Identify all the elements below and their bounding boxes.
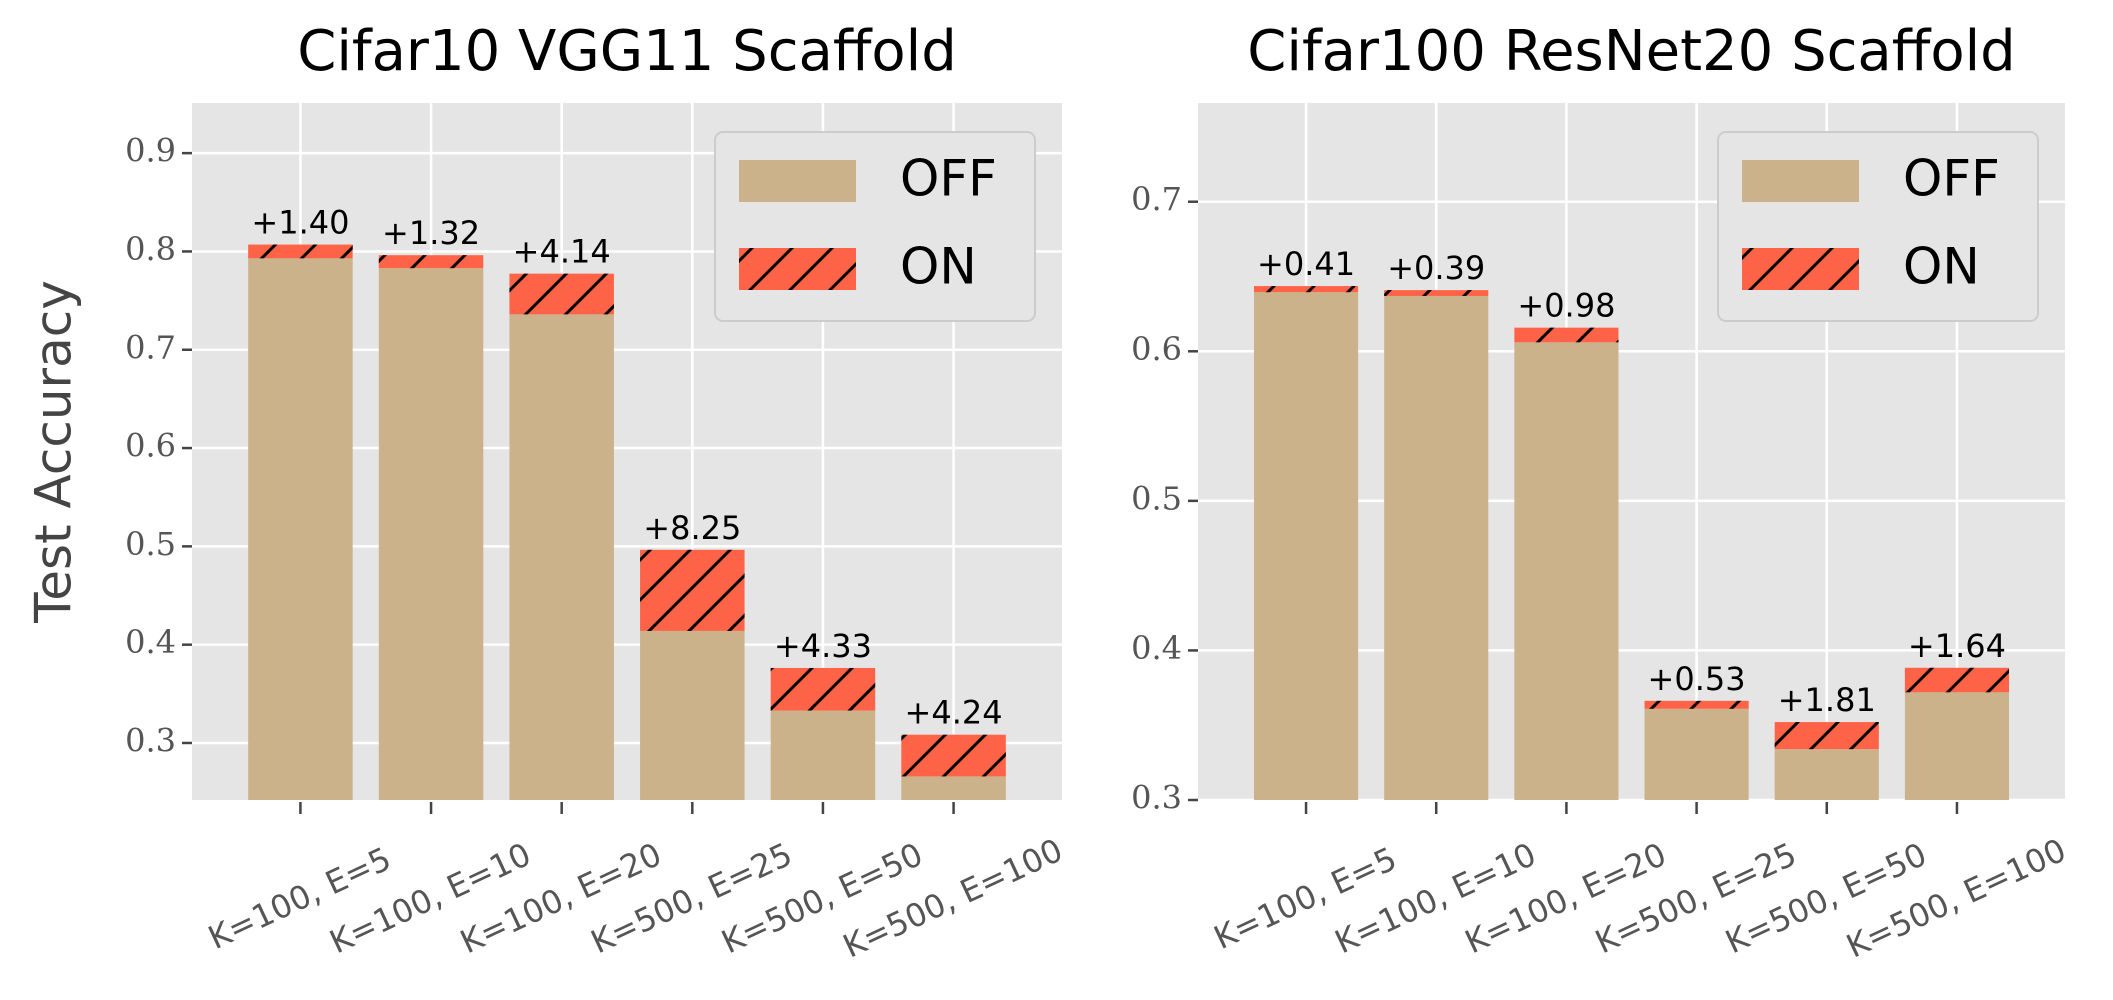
data-label: +8.25 — [643, 509, 741, 547]
x-tick-label: K=500, E=100 — [837, 831, 1068, 966]
bar-hatch — [248, 244, 353, 259]
bar-hatch — [509, 273, 614, 315]
data-label: +0.53 — [1648, 660, 1746, 698]
bar-segment — [1384, 295, 1489, 800]
legend-label: ON — [1903, 238, 1980, 296]
bar-segment — [1774, 749, 1879, 800]
legend-swatch-hatch — [1742, 248, 1859, 290]
chart-title: Cifar10 VGG11 Scaffold — [297, 19, 957, 84]
legend-swatch-hatch — [739, 248, 856, 290]
data-label: +4.24 — [905, 694, 1003, 732]
bar-segment — [248, 258, 353, 800]
bar-hatch — [770, 667, 876, 711]
y-tick-label: 0.3 — [125, 721, 176, 759]
bar-hatch — [1253, 286, 1359, 293]
bar-segment — [509, 314, 614, 800]
data-label: +4.33 — [774, 627, 872, 665]
bar-segment — [901, 776, 1006, 800]
bar-hatch — [1514, 327, 1619, 343]
data-label: +1.32 — [382, 214, 480, 252]
bar-segment — [1904, 692, 2010, 800]
y-tick-label: 0.6 — [1131, 330, 1182, 368]
x-tick-label: K=500, E=100 — [1841, 831, 2072, 966]
bar-hatch — [1644, 700, 1749, 709]
data-label: +1.64 — [1908, 627, 2006, 665]
data-label: +0.98 — [1517, 287, 1615, 325]
bar-segment — [378, 268, 484, 800]
bar-hatch — [1904, 667, 2010, 693]
legend-swatch — [1742, 160, 1859, 202]
bar-segment — [1644, 708, 1749, 800]
bar-segment — [640, 630, 745, 800]
y-tick-label: 0.3 — [1131, 779, 1182, 817]
bar-hatch — [1774, 722, 1879, 750]
data-label: +0.39 — [1387, 249, 1485, 287]
y-tick-label: 0.4 — [1131, 629, 1182, 667]
legend-label: OFF — [1903, 150, 2000, 208]
bar-hatch — [640, 549, 745, 631]
y-tick-label: 0.6 — [125, 427, 176, 465]
y-tick-label: 0.7 — [1131, 180, 1182, 218]
legend-swatch — [739, 160, 856, 202]
y-tick-label: 0.5 — [125, 525, 176, 563]
bar-segment — [770, 710, 876, 800]
y-tick-label: 0.9 — [125, 132, 176, 170]
y-axis-label: Test Accuracy — [25, 280, 83, 624]
legend-label: ON — [900, 238, 977, 296]
legend-label: OFF — [900, 150, 997, 208]
bar-segment — [1253, 292, 1359, 800]
y-tick-label: 0.7 — [125, 328, 176, 366]
bar-hatch — [378, 255, 484, 269]
data-label: +4.14 — [513, 233, 611, 271]
bar-hatch — [1384, 290, 1489, 296]
data-label: +0.41 — [1257, 245, 1355, 283]
bar-hatch — [901, 734, 1006, 777]
y-tick-label: 0.5 — [1131, 479, 1182, 517]
y-tick-label: 0.8 — [125, 230, 176, 268]
bar-segment — [1514, 342, 1619, 800]
y-tick-label: 0.4 — [125, 623, 176, 661]
data-label: +1.40 — [251, 204, 349, 242]
data-label: +1.81 — [1778, 681, 1876, 719]
chart-title: Cifar100 ResNet20 Scaffold — [1247, 19, 2015, 84]
